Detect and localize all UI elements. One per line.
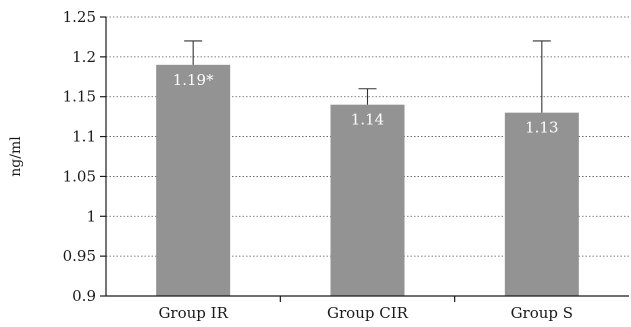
x-axis-labels: Group IR Group CIR Group S: [158, 296, 573, 322]
x-category-label: Group S: [511, 304, 574, 322]
y-axis-title: ng/ml: [8, 136, 24, 177]
x-category-label: Group CIR: [327, 304, 409, 322]
x-category-label: Group IR: [158, 304, 228, 322]
y-tick-label: 0.95: [63, 247, 96, 265]
data-label: 1.14: [351, 111, 384, 129]
y-tick-label: 1.2: [72, 48, 96, 66]
y-tick-label: 1.1: [72, 128, 96, 146]
y-tick-label: 0.9: [72, 287, 96, 305]
y-tick-label: 1.05: [63, 167, 96, 185]
y-axis-ticks: 0.9 0.95 1 1.05 1.1 1.15 1.2 1.25: [63, 8, 106, 305]
y-tick-label: 1.25: [63, 8, 96, 26]
y-tick-label: 1.15: [63, 88, 96, 106]
bars: 1.19* 1.14 1.13: [156, 40, 579, 297]
bar: [156, 64, 231, 296]
bar: [504, 112, 579, 297]
data-label: 1.13: [525, 119, 558, 137]
data-label: 1.19*: [173, 71, 214, 89]
y-tick-label: 1: [86, 207, 96, 225]
bar: [330, 104, 405, 296]
